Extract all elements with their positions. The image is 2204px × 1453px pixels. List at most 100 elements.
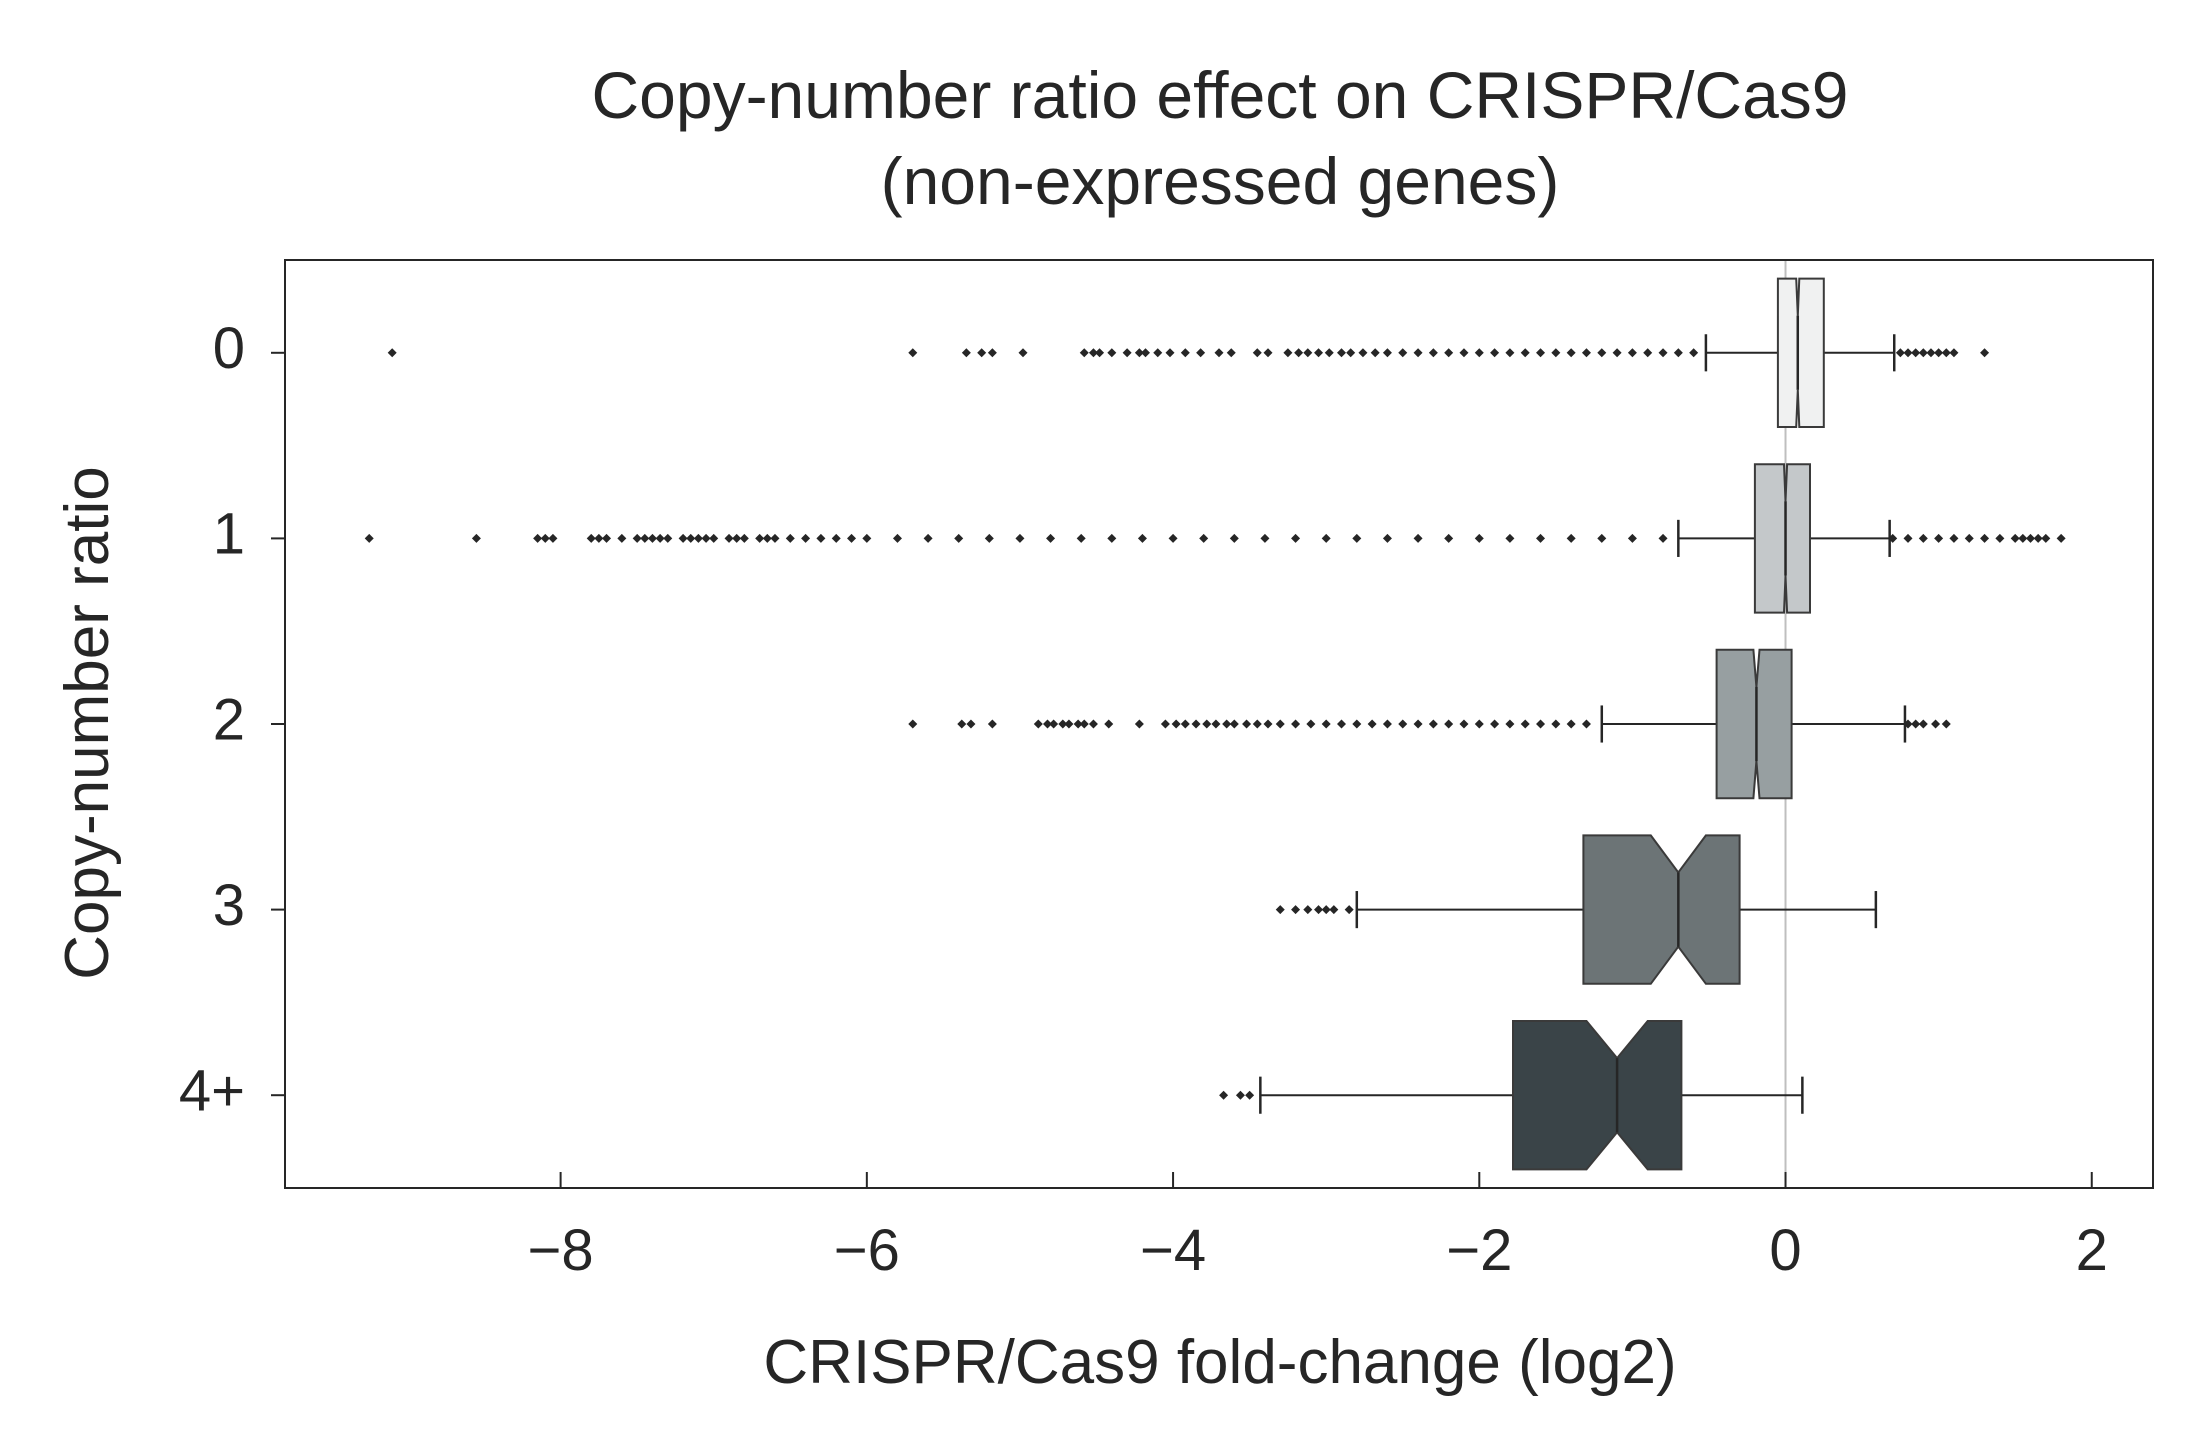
notched-box bbox=[1776, 277, 1825, 428]
outlier-point bbox=[1226, 348, 1236, 358]
outlier-point bbox=[1252, 348, 1262, 358]
outlier-point bbox=[1222, 719, 1232, 729]
outlier-point bbox=[701, 533, 711, 543]
outlier-point bbox=[1382, 719, 1392, 729]
outlier-point bbox=[770, 533, 780, 543]
outlier-point bbox=[961, 348, 971, 358]
outlier-point bbox=[1413, 348, 1423, 358]
y-tick-label: 1 bbox=[213, 502, 245, 567]
outlier-point bbox=[1336, 719, 1346, 729]
outlier-point bbox=[1964, 533, 1974, 543]
outlier-point bbox=[957, 719, 967, 729]
outlier-point bbox=[1444, 719, 1454, 729]
outlier-point bbox=[732, 533, 742, 543]
outlier-point bbox=[1180, 348, 1190, 358]
outlier-point bbox=[1346, 348, 1356, 358]
outlier-point bbox=[1260, 533, 1270, 543]
notched-box bbox=[1753, 463, 1811, 614]
outlier-point bbox=[1413, 719, 1423, 729]
outlier-point bbox=[977, 348, 987, 358]
outlier-point bbox=[1367, 719, 1377, 729]
outlier-point bbox=[1283, 348, 1293, 358]
outlier-point bbox=[1382, 533, 1392, 543]
outlier-point bbox=[1321, 719, 1331, 729]
outlier-point bbox=[1934, 348, 1944, 358]
outlier-point bbox=[693, 533, 703, 543]
outlier-point bbox=[1566, 719, 1576, 729]
y-tick-label: 2 bbox=[213, 687, 245, 752]
outlier-point bbox=[1058, 719, 1068, 729]
outlier-point bbox=[1095, 348, 1105, 358]
outlier-point bbox=[1321, 905, 1331, 915]
outlier-point bbox=[816, 533, 826, 543]
outlier-point bbox=[1444, 533, 1454, 543]
outlier-point bbox=[1263, 719, 1273, 729]
outlier-point bbox=[1551, 348, 1561, 358]
outlier-point bbox=[1229, 533, 1239, 543]
outlier-point bbox=[1673, 348, 1683, 358]
outlier-point bbox=[908, 719, 918, 729]
outlier-point bbox=[1459, 719, 1469, 729]
outlier-point bbox=[548, 533, 558, 543]
outlier-point bbox=[1995, 533, 2005, 543]
outlier-point bbox=[617, 533, 627, 543]
outlier-point bbox=[1643, 348, 1653, 358]
y-tick-label: 0 bbox=[213, 316, 245, 381]
outlier-point bbox=[1895, 348, 1905, 358]
plot-area: 0 1 2 3 4+ −8 −6 −4 −2 0 2 bbox=[179, 259, 2154, 1283]
outlier-point bbox=[1291, 719, 1301, 729]
outlier-point bbox=[1358, 348, 1368, 358]
outlier-point bbox=[647, 533, 657, 543]
outlier-point bbox=[1199, 533, 1209, 543]
outlier-point bbox=[1180, 719, 1190, 729]
box-group-2 bbox=[908, 648, 1951, 800]
outlier-point bbox=[640, 533, 650, 543]
outlier-point bbox=[632, 533, 642, 543]
outlier-point bbox=[908, 348, 918, 358]
outlier-point bbox=[1219, 1090, 1229, 1100]
outlier-point bbox=[1314, 905, 1324, 915]
x-tick-label: −2 bbox=[1446, 1218, 1512, 1283]
outlier-point bbox=[1291, 533, 1301, 543]
outlier-point bbox=[1980, 533, 1990, 543]
outlier-point bbox=[1107, 533, 1117, 543]
outlier-point bbox=[724, 533, 734, 543]
outlier-point bbox=[1536, 348, 1546, 358]
outlier-point bbox=[987, 719, 997, 729]
chart-title-line-2: (non-expressed genes) bbox=[881, 144, 1560, 218]
outlier-point bbox=[1073, 719, 1083, 729]
outlier-point bbox=[1076, 533, 1086, 543]
outlier-point bbox=[1474, 348, 1484, 358]
outlier-point bbox=[1079, 719, 1089, 729]
outlier-point bbox=[1171, 719, 1181, 729]
outlier-point bbox=[1043, 719, 1053, 729]
outlier-point bbox=[1505, 533, 1515, 543]
outlier-point bbox=[1980, 348, 1990, 358]
box-group-0 bbox=[387, 277, 1990, 428]
x-axis-label: CRISPR/Cas9 fold-change (log2) bbox=[763, 1328, 1676, 1397]
outlier-point bbox=[1329, 905, 1339, 915]
outlier-point bbox=[1911, 348, 1921, 358]
notched-box bbox=[1582, 834, 1741, 985]
outlier-point bbox=[1165, 348, 1175, 358]
outlier-point bbox=[831, 533, 841, 543]
outlier-point bbox=[2018, 533, 2028, 543]
outlier-point bbox=[1941, 348, 1951, 358]
outlier-point bbox=[1612, 348, 1622, 358]
outlier-point bbox=[1324, 348, 1334, 358]
box-group-3 bbox=[1275, 834, 1878, 985]
outlier-point bbox=[1428, 719, 1438, 729]
x-tick-label: 0 bbox=[1769, 1218, 1801, 1283]
outlier-point bbox=[892, 533, 902, 543]
x-tick-label: −4 bbox=[1140, 1218, 1206, 1283]
outlier-point bbox=[1202, 719, 1212, 729]
outlier-point bbox=[1352, 719, 1362, 729]
outlier-point bbox=[862, 533, 872, 543]
outlier-point bbox=[1444, 348, 1454, 358]
outlier-point bbox=[1490, 348, 1500, 358]
outlier-point bbox=[1597, 348, 1607, 358]
outlier-point bbox=[1370, 348, 1380, 358]
outlier-point bbox=[1627, 348, 1637, 358]
outlier-point bbox=[1134, 348, 1144, 358]
outlier-point bbox=[1088, 719, 1098, 729]
